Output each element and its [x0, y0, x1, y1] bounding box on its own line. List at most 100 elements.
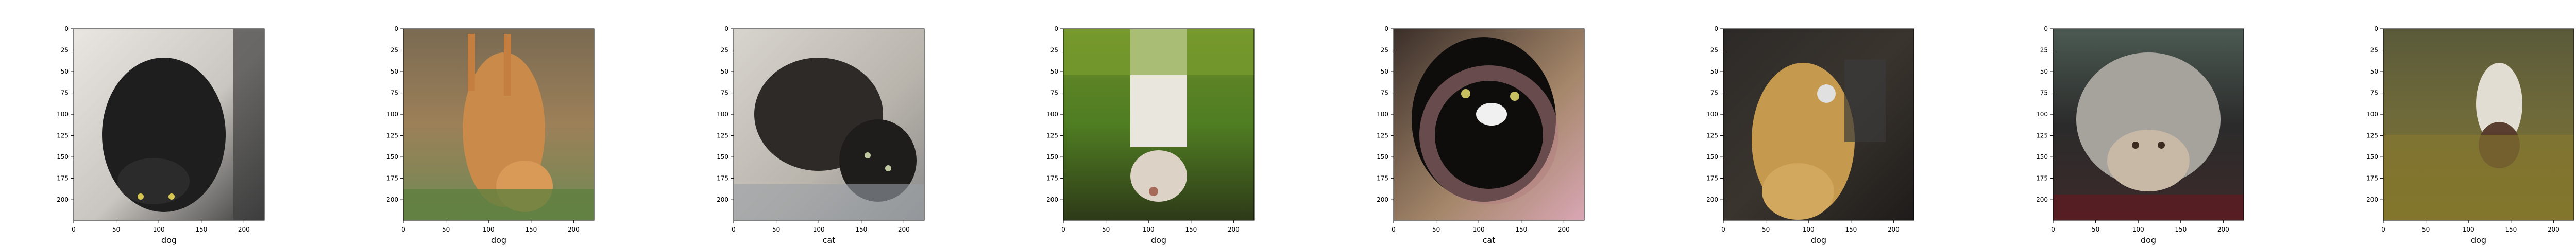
y-tick-label: 175 [57, 175, 69, 182]
x-tick-label: 150 [2175, 226, 2187, 233]
y-tick-label: 50 [61, 68, 69, 75]
y-tick-label: 100 [2366, 111, 2378, 118]
x-tick-label: 200 [2217, 226, 2229, 233]
panel-image [1063, 29, 1254, 220]
panel-image [2383, 29, 2574, 220]
x-tick-label: 0 [2381, 226, 2385, 233]
x-tick-label: 0 [732, 226, 736, 233]
y-tick-label: 150 [2366, 153, 2378, 161]
y-tick-label: 175 [717, 175, 728, 182]
x-tick-label: 50 [1762, 226, 1770, 233]
y-tick-label: 100 [57, 111, 69, 118]
y-tick-label: 25 [1381, 47, 1388, 54]
y-tick-label: 150 [717, 153, 728, 161]
image-panel: 0 50 100 150 200 0 25 50 75 100 125 150 175 200 dog [57, 25, 265, 245]
x-tick-label: 200 [568, 226, 580, 233]
y-tick-label: 75 [721, 90, 728, 97]
x-tick-label: 0 [1392, 226, 1396, 233]
y-tick-label: 175 [2036, 175, 2048, 182]
y-tick-label: 25 [2370, 47, 2378, 54]
y-tick-label: 50 [721, 68, 728, 75]
y-tick-label: 175 [386, 175, 398, 182]
y-tick-label: 150 [2036, 153, 2048, 161]
panel-image [1723, 29, 1914, 220]
y-tick-label: 50 [2370, 68, 2378, 75]
y-tick-label: 200 [717, 196, 728, 203]
x-tick-label: 100 [153, 226, 165, 233]
y-tick-label: 125 [717, 132, 728, 139]
y-tick-label: 0 [1054, 25, 1058, 32]
y-tick-label: 0 [1714, 25, 1718, 32]
y-tick-label: 200 [386, 196, 398, 203]
y-tick-label: 50 [1710, 68, 1718, 75]
axes-frame [1723, 28, 1914, 221]
y-tick-label: 50 [391, 68, 398, 75]
x-tick-label: 200 [1888, 226, 1900, 233]
axes-frame [1063, 28, 1255, 221]
y-tick-label: 125 [1046, 132, 1058, 139]
x-tick-label: 100 [1473, 226, 1485, 233]
y-tick-label: 125 [386, 132, 398, 139]
y-tick-label: 0 [64, 25, 69, 32]
y-tick-label: 0 [2044, 25, 2048, 32]
y-tick-label: 100 [717, 111, 728, 118]
x-tick-label: 200 [898, 226, 910, 233]
image-panel: 0 50 100 150 200 0 25 50 75 100 125 150 175 200 cat [717, 25, 925, 245]
x-tick-label: 150 [1845, 226, 1857, 233]
x-tick-label: 200 [1228, 226, 1240, 233]
axes-frame [1393, 28, 1585, 221]
x-tick-label: 150 [525, 226, 537, 233]
x-tick-label: 0 [72, 226, 76, 233]
x-tick-label: 150 [195, 226, 207, 233]
axes-frame [403, 28, 595, 221]
y-tick-label: 100 [1046, 111, 1058, 118]
y-tick-label: 175 [1377, 175, 1388, 182]
y-tick-label: 175 [1706, 175, 1718, 182]
x-tick-label: 50 [1102, 226, 1110, 233]
y-tick-label: 75 [2370, 90, 2378, 97]
x-tick-label: 50 [2092, 226, 2099, 233]
axes-frame [2383, 28, 2574, 221]
y-tick-label: 50 [1381, 68, 1388, 75]
x-tick-label: 100 [1143, 226, 1155, 233]
x-tick-label: 0 [1061, 226, 1065, 233]
y-tick-label: 175 [2366, 175, 2378, 182]
y-tick-label: 125 [2366, 132, 2378, 139]
image-panel: 0 50 100 150 200 0 25 50 75 100 125 150 175 200 dog [2036, 25, 2244, 245]
x-tick-label: 0 [2051, 226, 2055, 233]
x-axis-label: dog [2141, 235, 2156, 245]
x-tick-label: 50 [112, 226, 120, 233]
panel-image [403, 29, 594, 220]
x-axis-label: dog [1151, 235, 1166, 245]
y-tick-label: 200 [2366, 196, 2378, 203]
panel-image [2053, 29, 2244, 220]
x-tick-label: 100 [483, 226, 495, 233]
image-panel: 0 50 100 150 200 0 25 50 75 100 125 150 175 200 cat [1377, 25, 1585, 245]
y-tick-label: 0 [724, 25, 728, 32]
y-tick-label: 200 [1706, 196, 1718, 203]
x-tick-label: 200 [238, 226, 250, 233]
y-tick-label: 25 [1710, 47, 1718, 54]
x-tick-label: 100 [1803, 226, 1815, 233]
y-tick-label: 150 [1706, 153, 1718, 161]
y-tick-label: 150 [386, 153, 398, 161]
y-tick-label: 25 [721, 47, 728, 54]
y-tick-label: 0 [1384, 25, 1388, 32]
y-tick-label: 25 [391, 47, 398, 54]
panel-image [1394, 29, 1584, 220]
y-tick-label: 50 [1050, 68, 1058, 75]
y-tick-label: 125 [57, 132, 69, 139]
y-tick-label: 125 [1706, 132, 1718, 139]
x-tick-label: 150 [2505, 226, 2517, 233]
axes-frame [733, 28, 925, 221]
y-tick-label: 200 [1046, 196, 1058, 203]
x-axis-label: cat [823, 235, 836, 245]
y-tick-label: 100 [1706, 111, 1718, 118]
x-tick-label: 0 [1721, 226, 1725, 233]
x-tick-label: 100 [2463, 226, 2475, 233]
x-tick-label: 150 [855, 226, 867, 233]
y-tick-label: 200 [1377, 196, 1388, 203]
y-tick-label: 75 [1710, 90, 1718, 97]
x-tick-label: 100 [2132, 226, 2144, 233]
